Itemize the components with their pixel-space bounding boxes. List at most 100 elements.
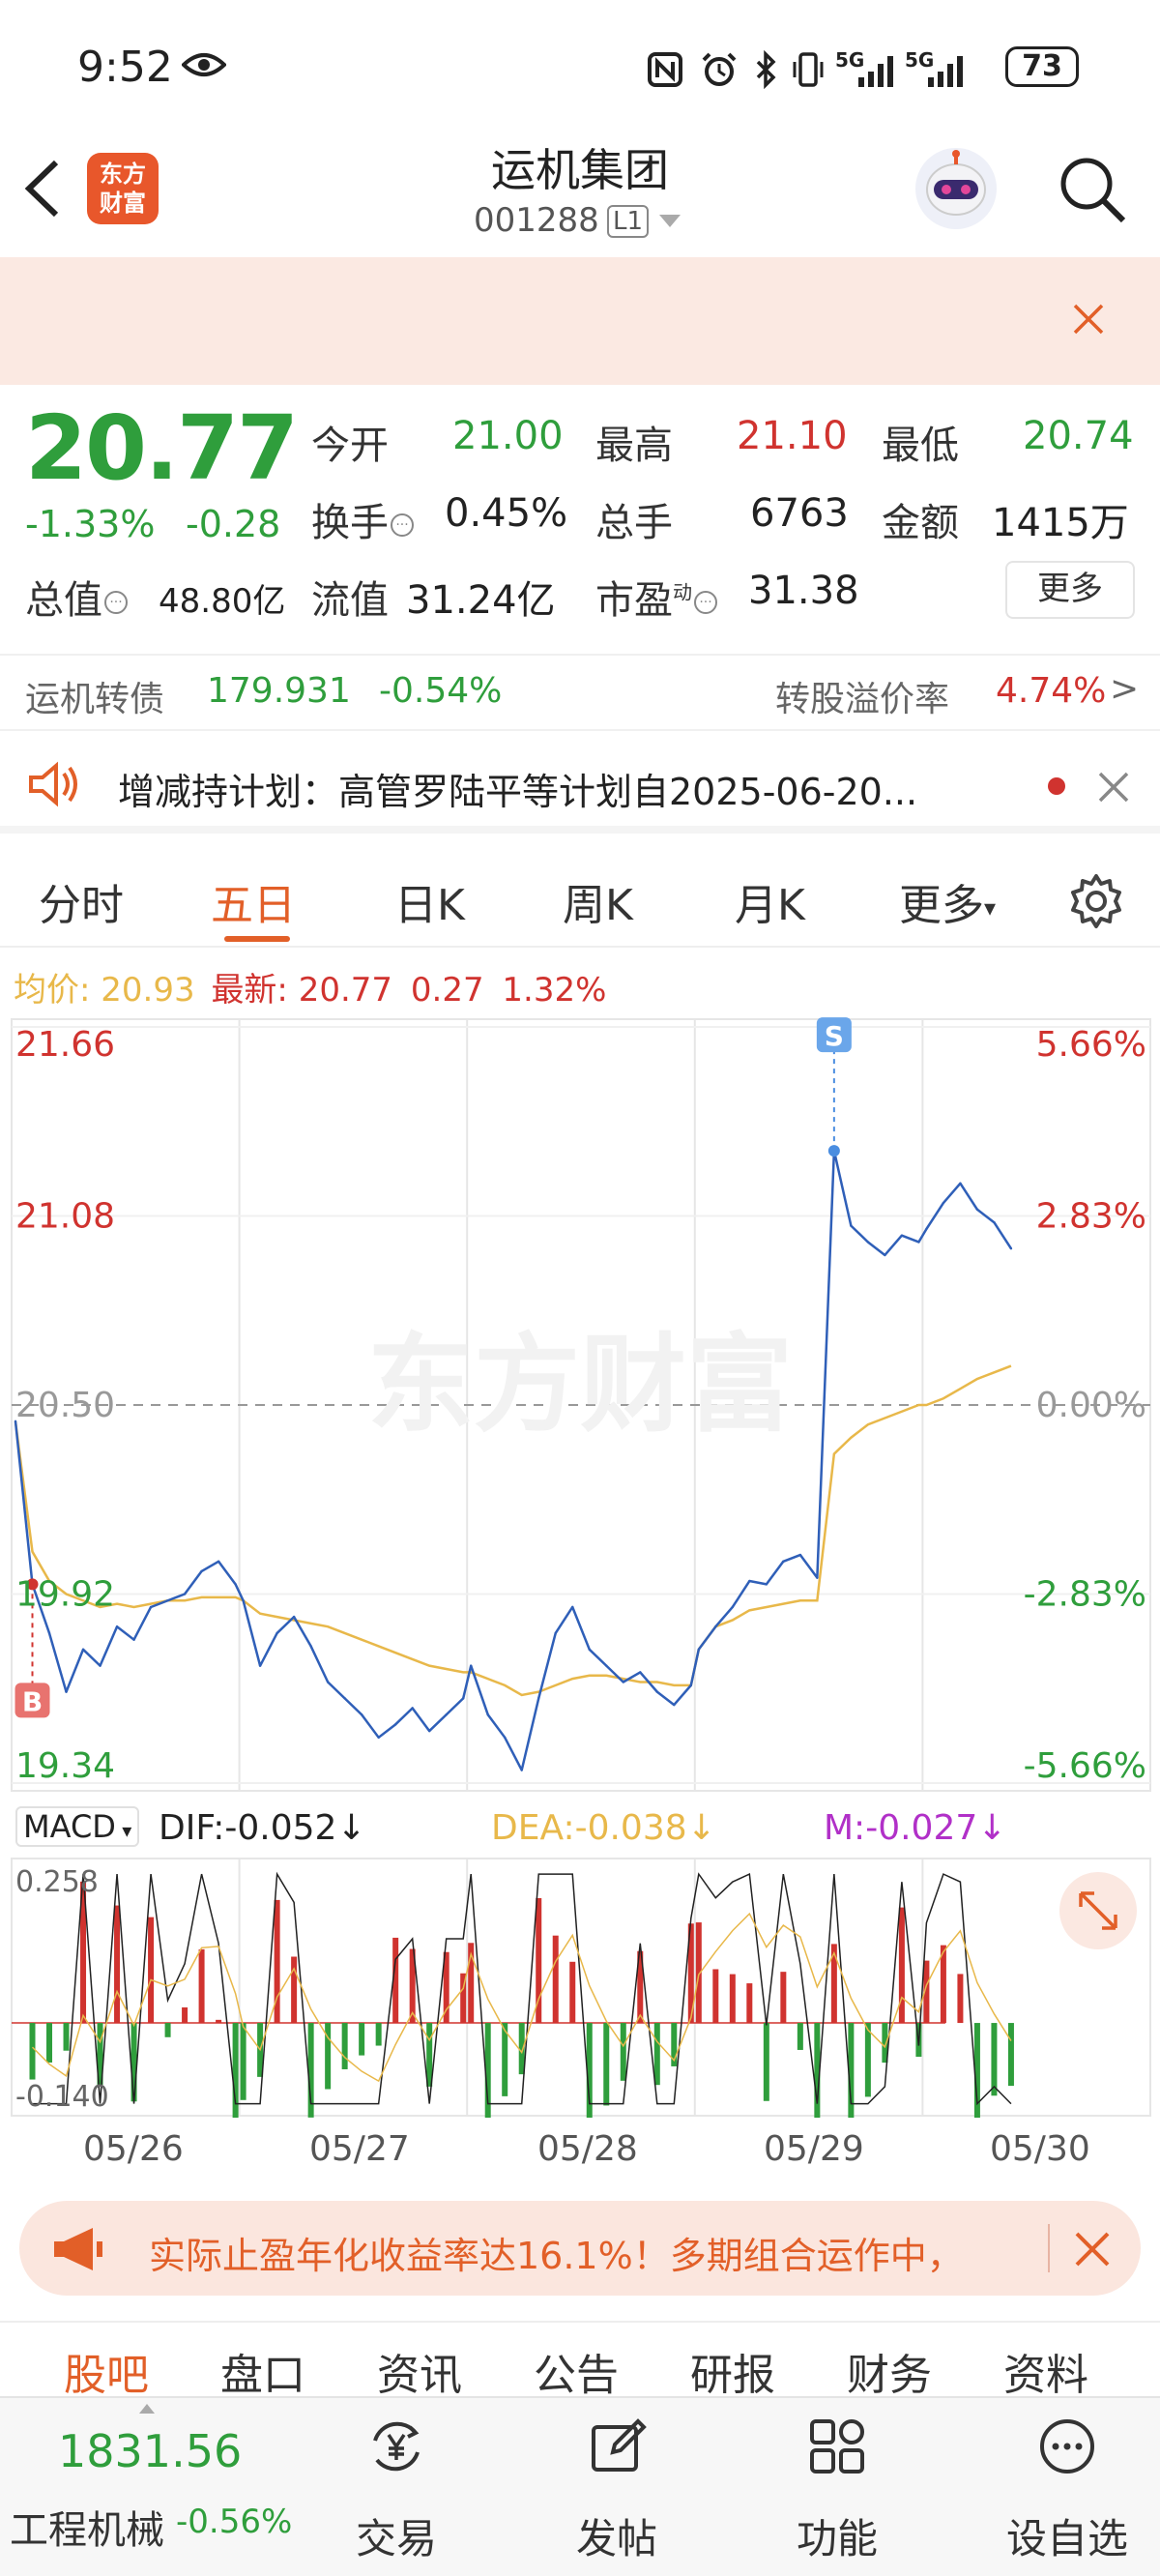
stock-name: 运机集团 xyxy=(491,144,669,196)
caret-down-icon: ▾ xyxy=(115,1819,132,1842)
axis-labels: 21.66 5.66% 21.08 2.83% 20.50 0.00% 19.92 -2.83… xyxy=(15,1025,1146,1786)
tab-intraday[interactable]: 分时 xyxy=(39,881,124,930)
macd-min-label: -0.140 xyxy=(15,2080,109,2114)
expand-chart-button[interactable] xyxy=(1059,1872,1137,1949)
close-icon[interactable] xyxy=(1096,770,1131,805)
tab-weekly-k[interactable]: 周K xyxy=(563,881,633,930)
five-day-price-chart[interactable]: 东方财富 BS 21.66 5.66%21.08 2.83%20.50 0.00%19… xyxy=(0,1015,1160,1799)
battery-icon: 73 xyxy=(1005,46,1079,87)
macd-bar xyxy=(957,1974,964,2024)
macd-bar xyxy=(409,1948,416,2024)
gear-icon[interactable] xyxy=(1067,872,1125,930)
tab-daily-k[interactable]: 日K xyxy=(394,881,465,930)
date-label: 05/27 xyxy=(309,2129,410,2169)
macd-bar xyxy=(291,1956,298,2024)
mktcap-label-text: 总值 xyxy=(25,578,102,623)
signal-label-2: 5G xyxy=(905,48,935,72)
info-icon[interactable]: ··· xyxy=(694,591,717,614)
notice-row[interactable]: 增减持计划：高管罗陆平等计划自2025-06-20... xyxy=(0,745,1160,834)
pe-label[interactable]: 市盈动 ··· xyxy=(595,569,717,625)
promo-banner[interactable]: 实际止盈年化收益率达16.1%！多期组合运作中， xyxy=(19,2201,1141,2296)
price-point xyxy=(816,1576,819,1579)
macd-bar xyxy=(603,2023,610,2106)
app-logo[interactable]: 东方 财富 xyxy=(87,153,159,224)
pe-value: 31.38 xyxy=(748,569,859,613)
price-point xyxy=(588,1648,591,1652)
price-point xyxy=(393,1723,397,1726)
trade-markers: BS xyxy=(14,1017,852,1718)
price-point xyxy=(217,1560,220,1563)
tab-order-book[interactable]: 盘口 xyxy=(220,2351,305,2400)
logo-line1: 东方 xyxy=(100,161,146,188)
more-button[interactable]: 更多 xyxy=(1005,561,1135,619)
tab-news[interactable]: 资讯 xyxy=(377,2351,462,2400)
macd-bar xyxy=(468,1943,475,2024)
macd-bar xyxy=(991,2023,998,2096)
volume-label: 总手 xyxy=(595,501,673,545)
signal-icon-2 xyxy=(928,56,963,87)
average-series xyxy=(14,1364,1012,1697)
nav-functions[interactable]: 功能 xyxy=(760,2398,914,2576)
chevron-down-icon[interactable] xyxy=(659,215,681,227)
pe-sup: 动 xyxy=(673,580,692,604)
stock-code[interactable]: 001288 xyxy=(474,201,599,240)
search-icon[interactable] xyxy=(1054,151,1131,228)
close-icon[interactable] xyxy=(1069,300,1108,338)
price-point xyxy=(470,1664,473,1667)
price-point xyxy=(571,1605,574,1609)
price-point xyxy=(1009,1247,1013,1250)
y-tick-label: 20.50 xyxy=(15,1386,115,1425)
low-value: 20.74 xyxy=(1023,414,1134,458)
price-point xyxy=(81,1648,85,1652)
macd-frame xyxy=(11,1858,1151,2117)
caret-down-icon: ▾ xyxy=(984,894,997,922)
tab-finance[interactable]: 财务 xyxy=(847,2351,932,2400)
nav-trade[interactable]: 交易 xyxy=(319,2398,474,2576)
price-point xyxy=(900,1234,904,1237)
macd-bar xyxy=(864,2023,871,2097)
chart-legend: 均价: 20.93 最新: 20.77 0.27 1.32% xyxy=(14,963,606,1010)
index-widget[interactable]: 1831.56 工程机械 -0.56% xyxy=(0,2398,309,2576)
indicator-selector[interactable]: MACD ▾ xyxy=(15,1806,140,1847)
macd-bar xyxy=(164,2023,171,2037)
tab-five-day[interactable]: 五日 xyxy=(211,881,296,930)
info-icon[interactable]: ··· xyxy=(391,513,414,537)
close-icon[interactable] xyxy=(1071,2228,1114,2270)
price-point xyxy=(765,1583,768,1586)
high-label: 最高 xyxy=(595,424,673,468)
amount-label: 金额 xyxy=(882,501,959,545)
macd-bar xyxy=(637,1950,644,2024)
pe-label-text: 市盈 xyxy=(595,578,673,623)
y-pct-tick-label: 2.83% xyxy=(1036,1197,1146,1237)
nav-add-watchlist[interactable]: 设自选 xyxy=(980,2398,1154,2576)
mktcap-label[interactable]: 总值 ··· xyxy=(25,569,128,625)
tab-announcements[interactable]: 公告 xyxy=(534,2351,619,2400)
macd-bar xyxy=(712,1969,719,2024)
convertible-bond-row[interactable]: 运机转债 179.931 -0.54% 转股溢价率 4.74% > xyxy=(0,654,1160,731)
ad-banner[interactable] xyxy=(0,257,1160,385)
macd-bar xyxy=(552,1935,559,2024)
tab-forum[interactable]: 股吧 xyxy=(64,2351,149,2400)
macd-bar xyxy=(46,2023,53,2063)
tab-more[interactable]: 更多▾ xyxy=(899,870,996,932)
mktcap-value: 48.80亿 xyxy=(159,582,286,621)
tab-research[interactable]: 研报 xyxy=(690,2351,775,2400)
dif-label: DIF: xyxy=(159,1808,225,1848)
chevron-right-icon[interactable]: > xyxy=(1110,669,1140,709)
robot-assistant-icon[interactable] xyxy=(913,145,1000,232)
back-arrow-icon[interactable] xyxy=(19,155,68,222)
tab-profile[interactable]: 资料 xyxy=(1003,2351,1088,2400)
latest-pct: 1.32% xyxy=(502,971,607,1010)
turnover-label[interactable]: 换手 ··· xyxy=(311,491,414,547)
macd-bar xyxy=(536,1897,542,2024)
info-icon[interactable]: ··· xyxy=(104,591,128,614)
price-point xyxy=(14,1420,17,1423)
price-point xyxy=(183,1593,187,1595)
nav-post[interactable]: 发帖 xyxy=(539,2398,694,2576)
open-value: 21.00 xyxy=(452,414,564,458)
macd-bar xyxy=(114,1905,121,2024)
tab-monthly-k[interactable]: 月K xyxy=(735,881,805,930)
price-point xyxy=(445,1713,448,1716)
price-point xyxy=(462,1697,465,1700)
macd-chart[interactable]: 0.258 -0.140 xyxy=(0,1857,1160,2118)
